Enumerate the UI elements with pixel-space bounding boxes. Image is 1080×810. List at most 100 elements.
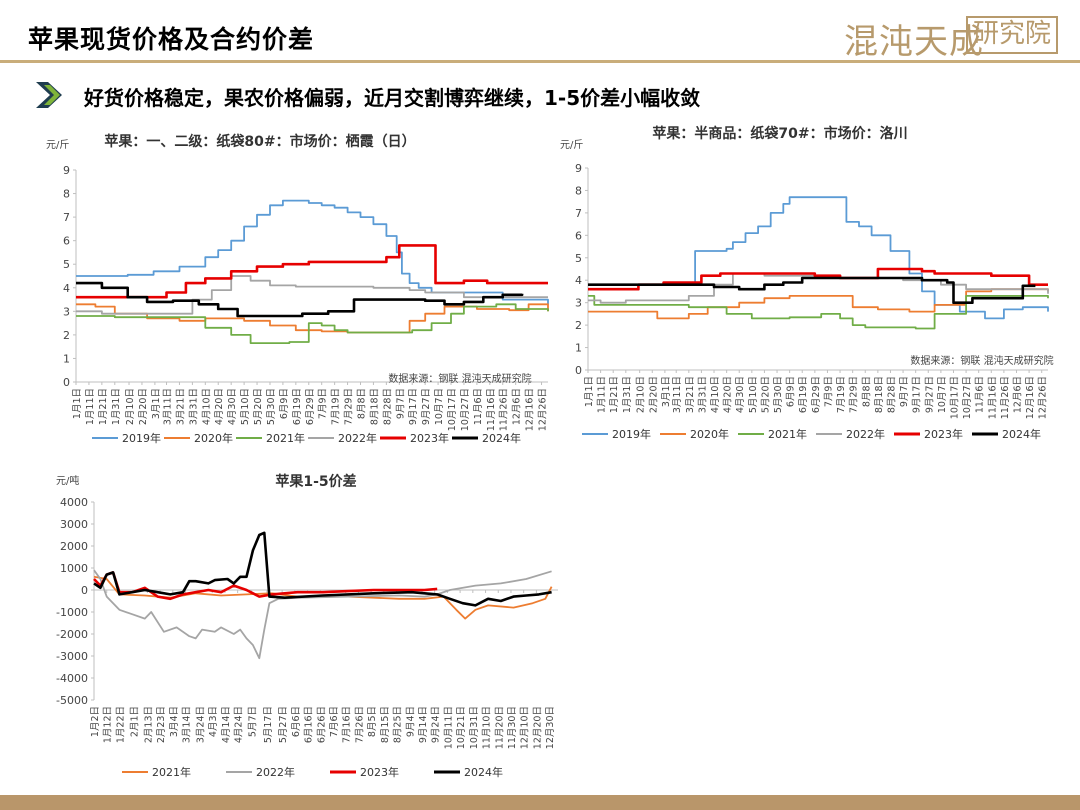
x-tick-label: 12月10日 bbox=[520, 706, 531, 749]
x-tick-label: 1月1日 bbox=[584, 376, 595, 407]
x-tick-label: 4月30日 bbox=[735, 376, 746, 413]
chart-qixia-price: 苹果：一、二级：纸袋80#：市场价：栖霞（日） 元/斤 0 1 2 3 4 5 6 7 8 9 1月1日… bbox=[30, 126, 550, 456]
x-tick-label: 10月7日 bbox=[434, 388, 445, 425]
x-tick-label: 5月20日 bbox=[253, 388, 264, 425]
y-tick-label: 7 bbox=[63, 211, 70, 224]
chart-title: 苹果1-5价差 bbox=[275, 473, 356, 490]
legend-label: 2022年 bbox=[256, 765, 295, 779]
x-tick-label: 3月31日 bbox=[697, 376, 708, 413]
legend-label: 2020年 bbox=[194, 431, 233, 445]
x-tick-label: 8月28日 bbox=[886, 376, 897, 413]
x-tick-label: 1月22日 bbox=[115, 706, 126, 743]
chart-svg: 苹果1-5价差 元/吨 -5000 -4000 -3000 -2000 -1000 0 1000… bbox=[56, 473, 558, 779]
legend-label: 2023年 bbox=[924, 427, 963, 441]
x-tick-label: 8月15日 bbox=[380, 706, 391, 743]
legend-label: 2022年 bbox=[338, 431, 377, 445]
y-tick-label: 5 bbox=[63, 258, 70, 271]
series-line-2022年 bbox=[93, 569, 552, 660]
legend-label: 2024年 bbox=[482, 431, 521, 445]
y-tick-label: 3 bbox=[575, 297, 582, 310]
x-tick-label: 12月16日 bbox=[525, 388, 536, 431]
x-tick-label: 6月29日 bbox=[305, 388, 316, 425]
y-tick-label: -4000 bbox=[56, 672, 88, 685]
x-tick-label: 6月29日 bbox=[811, 376, 822, 413]
x-tick-label: 8月18日 bbox=[369, 388, 380, 425]
x-tick-label: 1月31日 bbox=[622, 376, 633, 413]
y-tick-label: 1000 bbox=[60, 562, 88, 575]
x-tick-label: 6月19日 bbox=[292, 388, 303, 425]
legend-label: 2022年 bbox=[846, 427, 885, 441]
y-tick-label: 8 bbox=[63, 188, 70, 201]
y-tick-label: 8 bbox=[575, 184, 582, 197]
x-tick-label: 7月16日 bbox=[342, 706, 353, 743]
legend-label: 2020年 bbox=[690, 427, 729, 441]
data-source-note: 数据来源：钢联 混沌天成研究院 bbox=[388, 372, 531, 385]
x-tick-label: 11月26日 bbox=[1000, 376, 1011, 419]
x-tick-label: 3月24日 bbox=[196, 706, 207, 743]
x-tick-label: 12月20日 bbox=[532, 706, 543, 749]
y-tick-label: -1000 bbox=[56, 606, 88, 619]
x-tick-label: 7月9日 bbox=[823, 376, 834, 407]
x-tick-label: 3月11日 bbox=[672, 376, 683, 413]
y-axis-unit-label: 元/斤 bbox=[560, 139, 583, 151]
x-tick-label: 11月16日 bbox=[987, 376, 998, 419]
legend-label: 2021年 bbox=[152, 765, 191, 779]
y-tick-label: 1 bbox=[575, 342, 582, 355]
y-tick-label: 3 bbox=[63, 305, 70, 318]
x-tick-label: 6月9日 bbox=[279, 388, 290, 419]
x-tick-label: 10月31日 bbox=[469, 706, 480, 749]
x-tick-label: 7月29日 bbox=[849, 376, 860, 413]
x-tick-label: 2月10日 bbox=[636, 376, 647, 413]
x-tick-label: 2月10日 bbox=[125, 388, 136, 425]
company-logo: 混沌天成 研究院 bbox=[844, 12, 1058, 62]
x-tick-label: 2月13日 bbox=[143, 706, 154, 743]
x-tick-label: 5月17日 bbox=[263, 706, 274, 743]
x-tick-label: 4月20日 bbox=[723, 376, 734, 413]
series-line-2020年 bbox=[76, 303, 549, 334]
x-tick-label: 11月26日 bbox=[499, 388, 510, 431]
y-tick-label: 9 bbox=[63, 164, 70, 177]
y-axis-unit-label: 元/斤 bbox=[46, 139, 69, 151]
x-tick-label: 11月6日 bbox=[975, 376, 986, 413]
x-tick-label: 8月28日 bbox=[382, 388, 393, 425]
x-tick-label: 4月3日 bbox=[208, 706, 219, 737]
legend-label: 2019年 bbox=[122, 431, 161, 445]
y-tick-label: 0 bbox=[575, 364, 582, 377]
x-tick-label: 7月6日 bbox=[329, 706, 340, 737]
x-tick-label: 4月10日 bbox=[710, 376, 721, 413]
x-tick-label: 11月16日 bbox=[486, 388, 497, 431]
legend-label: 2021年 bbox=[768, 427, 807, 441]
series-line-2023年 bbox=[76, 244, 548, 299]
chart-luochuan-price: 苹果：半商品：纸袋70#：市场价：洛川 元/斤 0 1 2 3 4 5 6 7 8 9 1月1日 1月11… bbox=[552, 120, 1072, 450]
x-tick-label: 7月29日 bbox=[344, 388, 355, 425]
x-tick-label: 7月19日 bbox=[331, 388, 342, 425]
x-tick-label: 12月6日 bbox=[1012, 376, 1023, 413]
x-tick-label: 2月23日 bbox=[156, 706, 167, 743]
y-tick-label: 1 bbox=[63, 352, 70, 365]
y-tick-label: 4 bbox=[575, 274, 582, 287]
x-tick-label: 4月10日 bbox=[201, 388, 212, 425]
x-tick-label: 1月12日 bbox=[103, 706, 114, 743]
chart-svg: 苹果：一、二级：纸袋80#：市场价：栖霞（日） 元/斤 0 1 2 3 4 5 6 7 8 9 1月1日… bbox=[46, 133, 549, 445]
logo-box-text: 研究院 bbox=[966, 16, 1058, 54]
y-tick-label: 3000 bbox=[60, 518, 88, 531]
x-tick-label: 11月20日 bbox=[494, 706, 505, 749]
x-tick-label: 4月30日 bbox=[227, 388, 238, 425]
x-tick-label: 8月8日 bbox=[356, 388, 367, 419]
x-tick-label: 12月30日 bbox=[545, 706, 556, 749]
x-tick-label: 12月26日 bbox=[1038, 376, 1049, 419]
series-line-2020年 bbox=[588, 288, 1049, 320]
series-line-2019年 bbox=[76, 199, 549, 305]
x-tick-label: 5月30日 bbox=[773, 376, 784, 413]
x-tick-label: 1月21日 bbox=[98, 388, 109, 425]
x-tick-label: 12月16日 bbox=[1025, 376, 1036, 419]
x-tick-label: 3月21日 bbox=[175, 388, 186, 425]
x-tick-label: 8月18日 bbox=[874, 376, 885, 413]
y-tick-label: -3000 bbox=[56, 650, 88, 663]
x-tick-label: 5月7日 bbox=[248, 706, 259, 737]
chart-title: 苹果：一、二级：纸袋80#：市场价：栖霞（日） bbox=[104, 133, 415, 150]
y-tick-label: 5 bbox=[575, 252, 582, 265]
x-tick-label: 9月7日 bbox=[899, 376, 910, 407]
x-tick-label: 10月21日 bbox=[456, 706, 467, 749]
x-tick-label: 3月4日 bbox=[169, 706, 180, 737]
